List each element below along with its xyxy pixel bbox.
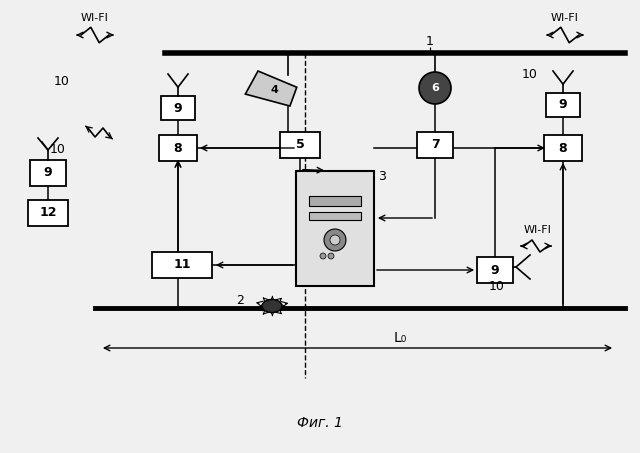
Bar (309, 212, 361, 220)
Text: WI-FI: WI-FI (524, 225, 552, 235)
Text: 1: 1 (426, 35, 434, 48)
Text: WI-FI: WI-FI (81, 13, 109, 23)
Text: 10: 10 (50, 143, 66, 156)
Text: 10: 10 (54, 75, 70, 88)
Bar (152, 252, 212, 278)
Circle shape (320, 253, 326, 259)
Text: 8: 8 (559, 141, 567, 154)
Bar (28, 200, 68, 226)
Text: 9: 9 (173, 101, 182, 115)
Circle shape (330, 235, 340, 245)
Circle shape (328, 253, 334, 259)
Bar (296, 170, 374, 285)
Text: 10: 10 (522, 68, 538, 81)
Text: 5: 5 (296, 139, 305, 151)
Text: 3: 3 (378, 170, 386, 183)
Text: 11: 11 (173, 259, 191, 271)
Text: 9: 9 (491, 264, 499, 276)
Bar (159, 135, 197, 161)
Text: 2: 2 (236, 294, 244, 307)
Text: 9: 9 (44, 167, 52, 179)
Text: 6: 6 (431, 83, 439, 93)
Circle shape (324, 229, 346, 251)
Text: Фиг. 1: Фиг. 1 (297, 416, 343, 430)
Bar (30, 160, 66, 186)
Circle shape (419, 72, 451, 104)
Text: 4: 4 (270, 85, 278, 95)
Bar (546, 93, 580, 117)
Bar (161, 96, 195, 120)
Bar (417, 132, 453, 158)
Text: 10: 10 (489, 280, 505, 293)
Text: 7: 7 (431, 139, 440, 151)
Bar (309, 196, 361, 206)
Ellipse shape (262, 299, 282, 313)
Text: L₀: L₀ (394, 331, 406, 345)
Bar (544, 135, 582, 161)
Polygon shape (245, 71, 297, 106)
Text: 12: 12 (39, 207, 57, 220)
Text: WI-FI: WI-FI (551, 13, 579, 23)
Text: 8: 8 (173, 141, 182, 154)
Bar (280, 132, 320, 158)
Text: 9: 9 (559, 98, 567, 111)
Bar (477, 257, 513, 283)
